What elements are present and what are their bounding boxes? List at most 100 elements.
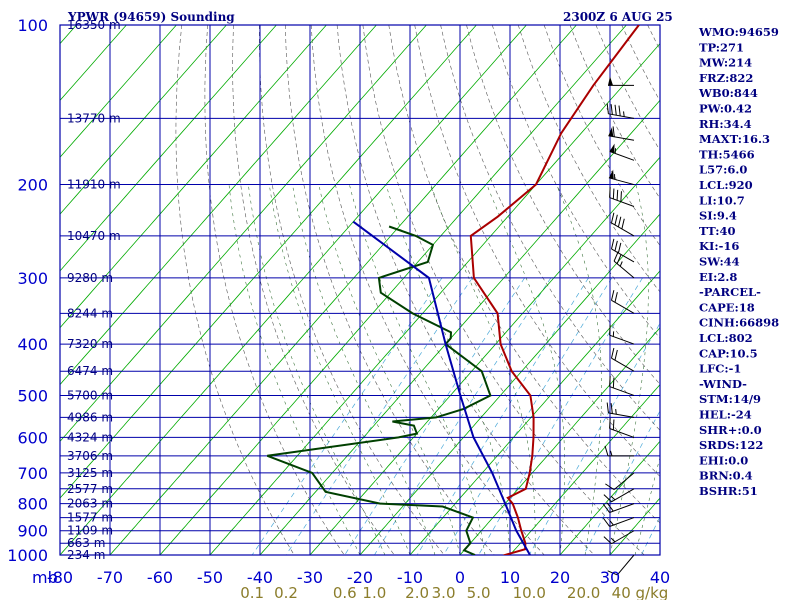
temperature-tick-label: -30 (297, 568, 323, 587)
wind-barb (610, 376, 634, 395)
wind-barb-feather (615, 215, 617, 225)
sounding-index: RH:34.4 (699, 117, 752, 131)
pressure-tick-label: 400 (17, 335, 48, 354)
wind-barb-feather (614, 252, 618, 262)
temperature-tick-label: 0 (455, 568, 465, 587)
sounding-index: WB0:844 (698, 86, 758, 100)
mixing-ratio-label: 3.0 (432, 584, 456, 600)
sounding-index: -WIND- (699, 377, 747, 391)
moist-adiabat-line (635, 185, 709, 556)
height-label: 6474 m (67, 364, 113, 378)
wind-barb-feather (618, 217, 620, 227)
wind-barb (607, 403, 634, 418)
wind-barb-feather (613, 378, 614, 388)
wind-barb-feather (611, 213, 613, 223)
sounding-index: TH:5466 (699, 147, 755, 161)
dry-adiabat-line (205, 25, 344, 555)
mixing-ratio-label: 0.6 (333, 584, 357, 600)
sounding-index: STM:14/9 (699, 392, 761, 406)
dry-adiabat-line (259, 25, 444, 555)
pressure-tick-label: 300 (17, 269, 48, 288)
chart-time: 2300Z 6 AUG 25 (563, 10, 673, 24)
height-label: 234 m (67, 548, 105, 562)
wind-barb-feather (611, 348, 613, 358)
sounding-index: MAXT:16.3 (699, 132, 770, 146)
sounding-index: CAPE:18 (699, 300, 755, 314)
sounding-index: TT:40 (699, 224, 736, 238)
wind-barb-feather (615, 105, 616, 115)
wind-barb-half-feather (624, 111, 625, 116)
height-label: 4986 m (67, 410, 113, 424)
dry-adiabat-line (363, 25, 644, 555)
sounding-index: FRZ:822 (699, 71, 753, 85)
sounding-index: KI:-16 (699, 239, 739, 253)
wind-barb-feather (610, 187, 611, 197)
temperature-tick-label: -60 (147, 568, 173, 587)
sounding-index: BRN:0.4 (699, 469, 753, 483)
sounding-index: LCL:920 (699, 178, 753, 192)
mixing-ratio-label: 0.2 (274, 584, 298, 600)
wind-barb-feather (611, 290, 613, 300)
sounding-index: SW:44 (699, 255, 740, 269)
pressure-tick-label: 500 (17, 386, 48, 405)
dry-adiabat-line (777, 25, 800, 555)
chart-title: YPWR (94659) Sounding (67, 10, 235, 24)
wind-barb-staff (614, 473, 634, 490)
pressure-tick-label: 200 (17, 176, 48, 195)
sounding-index: SHR+:0.0 (699, 423, 762, 437)
height-label: 7320 m (67, 337, 113, 351)
wind-barb-feather (611, 403, 612, 413)
height-label: 5700 m (67, 388, 113, 402)
height-label: 3125 m (67, 466, 113, 480)
wind-barb-feather (621, 191, 622, 201)
moist-adiabat-line (349, 185, 485, 556)
height-label: 8244 m (67, 306, 113, 320)
wind-barb-feather (605, 446, 608, 456)
mixing-ratio-label: 5.0 (467, 584, 491, 600)
sounding-index: CAP:10.5 (699, 346, 758, 360)
wind-barb-feather (610, 376, 611, 386)
wind-barb-half-feather (610, 521, 613, 525)
height-label: 13770 m (67, 111, 121, 125)
pressure-tick-label: 600 (17, 428, 48, 447)
sounding-index: WMO:94659 (698, 25, 779, 39)
sounding-index: EHI:0.0 (699, 453, 748, 467)
wind-barb-feather (607, 103, 608, 113)
moist-adiabat-line (431, 185, 535, 556)
wind-barb-feather (615, 241, 617, 251)
height-label: 2063 m (67, 497, 113, 511)
height-label: 11910 m (67, 178, 121, 192)
wind-barb (611, 213, 634, 236)
mixing-ratio-label: 0.1 (240, 584, 264, 600)
mixing-ratio-line (479, 278, 643, 555)
wind-barb (610, 325, 634, 344)
wind-barb-half-feather (611, 451, 613, 456)
height-label: 1577 m (67, 511, 113, 525)
sounding-index: LFC:-1 (699, 362, 741, 376)
mixing-ratio-label: 2.0 (405, 584, 429, 600)
isotherm-line (110, 25, 576, 555)
dry-adiabat-line (285, 25, 494, 555)
sounding-index: BSHR:51 (699, 484, 758, 498)
pressure-tick-label: 700 (17, 464, 48, 483)
wind-barb (605, 446, 634, 456)
height-label: 10470 m (67, 229, 121, 243)
wind-barb (609, 170, 634, 185)
wind-barb (610, 144, 634, 161)
wind-barb-half-feather (620, 262, 622, 267)
temperature-tick-label: -50 (197, 568, 223, 587)
pressure-tick-label: 1000 (7, 546, 48, 565)
wind-barb-feather (610, 418, 611, 428)
temperature-tick-label: -80 (47, 568, 73, 587)
dry-adiabat-line (337, 25, 594, 555)
moist-adiabat-line (229, 185, 360, 556)
wind-barb-feather (619, 106, 620, 116)
sounding-index: -PARCEL- (699, 285, 761, 299)
isotherm-line (0, 25, 326, 555)
dewpoint-profile-line (267, 227, 490, 556)
wind-barb-feather (611, 104, 612, 114)
mixing-ratio-line (444, 278, 612, 555)
mixing-ratio-line (286, 278, 472, 555)
